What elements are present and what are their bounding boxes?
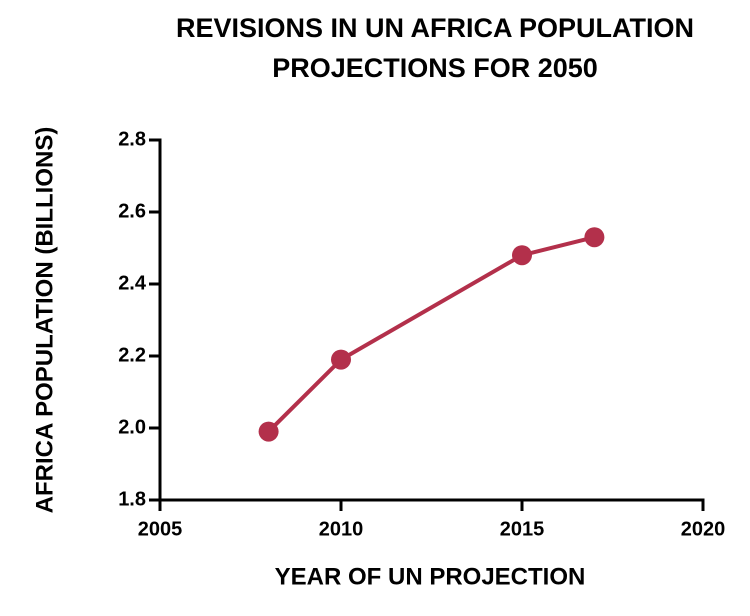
- marker: [331, 349, 351, 370]
- y-axis-label: AFRICA POPULATION (BILLIONS): [31, 127, 58, 514]
- marker: [512, 245, 532, 266]
- line: [267, 235, 595, 434]
- y-tick-label: 2.8: [118, 128, 146, 150]
- y-tick-label: 2.6: [118, 200, 146, 222]
- marker: [258, 421, 279, 442]
- marker: [584, 227, 605, 248]
- x-axis-label: YEAR OF UN PROJECTION: [275, 563, 586, 590]
- y-tick-label: 2.2: [118, 344, 146, 366]
- x-tick-label: 2005: [138, 518, 183, 540]
- chart-title: REVISIONS IN UN AFRICA POPULATION PROJEC…: [175, 13, 695, 83]
- y-tick-label: 2.4: [118, 272, 147, 294]
- x-tick-label: 2010: [319, 518, 364, 540]
- y-tick-label: 1.8: [118, 488, 146, 510]
- y-tick-label: 2.0: [118, 416, 146, 438]
- x-tick-label: 2015: [500, 518, 545, 540]
- x-tick-label: 2020: [681, 518, 726, 540]
